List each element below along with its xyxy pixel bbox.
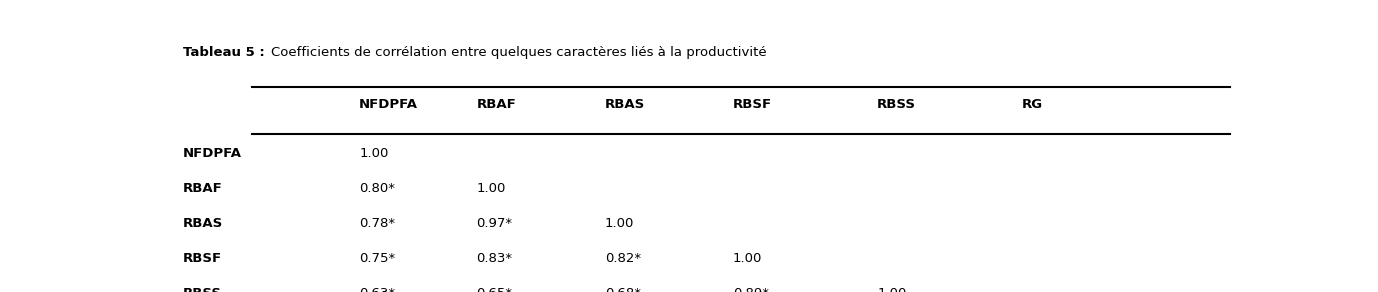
Text: 1.00: 1.00 (360, 147, 389, 161)
Text: 1.00: 1.00 (477, 182, 506, 195)
Text: 0.82*: 0.82* (605, 252, 641, 265)
Text: RBSS: RBSS (183, 287, 222, 292)
Text: 1.00: 1.00 (878, 287, 907, 292)
Text: RBAS: RBAS (183, 217, 223, 230)
Text: RBSF: RBSF (733, 98, 772, 111)
Text: Coefficients de corrélation entre quelques caractères liés à la productivité: Coefficients de corrélation entre quelqu… (270, 46, 766, 59)
Text: 0.75*: 0.75* (360, 252, 395, 265)
Text: 0.80*: 0.80* (360, 182, 395, 195)
Text: RBAF: RBAF (477, 98, 517, 111)
Text: 1.00: 1.00 (733, 252, 762, 265)
Text: 0.89*: 0.89* (733, 287, 769, 292)
Text: 0.65*: 0.65* (477, 287, 513, 292)
Text: 0.63*: 0.63* (360, 287, 395, 292)
Text: RBAS: RBAS (605, 98, 645, 111)
Text: RBSF: RBSF (183, 252, 222, 265)
Text: 0.68*: 0.68* (605, 287, 641, 292)
Text: 0.83*: 0.83* (477, 252, 513, 265)
Text: RG: RG (1021, 98, 1042, 111)
Text: 0.97*: 0.97* (477, 217, 513, 230)
Text: 1.00: 1.00 (605, 217, 634, 230)
Text: 0.78*: 0.78* (360, 217, 395, 230)
Text: Tableau 5 :: Tableau 5 : (183, 46, 269, 59)
Text: RBAF: RBAF (183, 182, 223, 195)
Text: NFDPFA: NFDPFA (183, 147, 243, 161)
Text: RBSS: RBSS (878, 98, 916, 111)
Text: NFDPFA: NFDPFA (360, 98, 418, 111)
